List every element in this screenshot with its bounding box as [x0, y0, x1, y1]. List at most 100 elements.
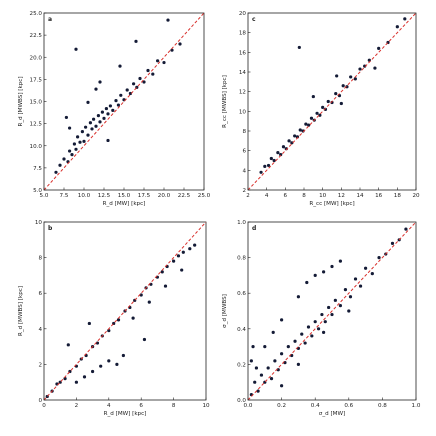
scatter-point	[370, 272, 374, 276]
scatter-point	[86, 133, 90, 137]
y-tick-label: 0.6	[237, 291, 246, 297]
scatter-point	[348, 295, 353, 299]
y-tick-label: 12	[239, 90, 246, 96]
x-tick-label: 14	[356, 193, 364, 199]
y-tick-label: 7.5	[33, 166, 42, 172]
y-tick-label: 8	[38, 256, 42, 262]
y-tick-label: 4	[38, 327, 42, 333]
scatter-point	[305, 280, 309, 285]
scatter-series	[249, 227, 408, 397]
scatter-point	[86, 100, 90, 104]
plot-frame	[43, 12, 205, 191]
x-tick-label: 0.4	[311, 403, 320, 409]
scatter-point	[142, 337, 147, 342]
scatter-point	[91, 369, 95, 374]
scatter-point	[290, 141, 294, 145]
y-axis-label: R_cc [MWBS] [kpc]	[222, 75, 228, 128]
y-tick-label: 0.0	[237, 398, 246, 404]
scatter-point	[64, 115, 68, 120]
y-tick-label: 0.8	[237, 256, 246, 262]
y-tick-label: 0.2	[237, 362, 246, 368]
scatter-point	[106, 112, 110, 116]
x-tick-label: 4	[265, 193, 269, 199]
scatter-point	[147, 300, 151, 304]
scatter-point	[166, 18, 170, 22]
x-tick-label: 10	[319, 193, 327, 199]
scatter-point	[95, 341, 100, 345]
y-tick-label: 16	[239, 50, 247, 56]
scatter-point	[181, 250, 185, 254]
scatter-point	[162, 60, 166, 65]
y-tick-label: 10.0	[30, 144, 43, 150]
x-tick-label: 8	[302, 193, 306, 199]
scatter-point	[269, 156, 273, 161]
y-axis-label: R_d [MWBS] [kpc]	[18, 76, 24, 126]
scatter-point	[99, 364, 103, 368]
scatter-point	[107, 359, 111, 363]
scatter-point	[114, 99, 118, 103]
scatter-point	[142, 80, 146, 84]
scatter-point	[353, 277, 358, 281]
scatter-point	[108, 104, 112, 108]
y-tick-label: 25.0	[30, 11, 43, 17]
y-tick-label: 2	[242, 188, 246, 194]
scatter-point	[251, 345, 255, 349]
scatter-point	[364, 266, 368, 270]
scatter-point	[180, 268, 184, 272]
scatter-point	[76, 135, 80, 139]
scatter-point	[349, 75, 353, 79]
scatter-point	[315, 111, 319, 115]
chart-panel-d: 0.0 0.2 0.4 0.6 0.8 1.0 0.0 0.2 0.4 0.6 0.8 1.0 σ_d …	[222, 220, 421, 417]
x-axis-label: σ_d [MW]	[319, 411, 345, 417]
x-tick-label: 17.5	[138, 193, 151, 199]
scatter-point	[259, 373, 264, 377]
scatter-point	[373, 66, 377, 70]
scatter-point	[338, 304, 342, 308]
scatter-point	[146, 68, 150, 73]
x-tick-label: 8	[172, 403, 176, 409]
y-tick-label: 10	[239, 109, 247, 115]
scatter-point	[134, 39, 138, 43]
scatter-point	[88, 121, 92, 125]
scatter-point	[286, 345, 290, 349]
scatter-point	[322, 330, 326, 334]
y-tick-label: 1.0	[237, 220, 246, 226]
scatter-point	[276, 151, 280, 155]
scatter-point	[116, 318, 121, 322]
y-tick-label: 18	[239, 31, 247, 37]
scatter-point	[111, 108, 115, 112]
scatter-point	[341, 84, 345, 88]
x-axis-label: R_cc [MW] [kpc]	[309, 201, 354, 207]
scatter-point	[269, 377, 274, 381]
scatter-point	[338, 259, 342, 263]
scatter-point	[176, 254, 181, 258]
scatter-point	[313, 273, 317, 277]
scatter-point	[280, 352, 284, 356]
y-tick-label: 10	[35, 220, 43, 226]
scatter-point	[293, 339, 297, 343]
x-tick-label: 0.8	[378, 403, 387, 409]
panel-letter: c	[252, 16, 256, 23]
scatter-point	[309, 116, 314, 120]
scatter-point	[78, 140, 82, 144]
chart-panel-a: 5.0 7.5 10.0 12.5 15.0 17.5 20.0 22.5 25.0 5.0 7.5…	[18, 11, 211, 207]
scatter-point	[263, 164, 267, 168]
y-tick-label: 14	[239, 70, 247, 76]
panel-letter: b	[48, 225, 53, 232]
scatter-point	[119, 93, 123, 97]
x-tick-label: 4	[107, 403, 111, 409]
y-tick-label: 20	[239, 11, 247, 17]
scatter-point	[98, 80, 102, 84]
scatter-point	[104, 106, 108, 111]
scatter-point	[259, 170, 263, 174]
scatter-point	[254, 366, 258, 370]
scatter-point	[156, 59, 160, 63]
scatter-point	[358, 284, 363, 288]
panel-letter: a	[48, 16, 52, 23]
scatter-point	[132, 82, 136, 86]
scatter-point	[279, 153, 283, 157]
scatter-point	[100, 110, 104, 114]
scatter-point	[303, 341, 307, 345]
scatter-point	[404, 227, 408, 231]
x-tick-label: 2	[75, 403, 79, 409]
